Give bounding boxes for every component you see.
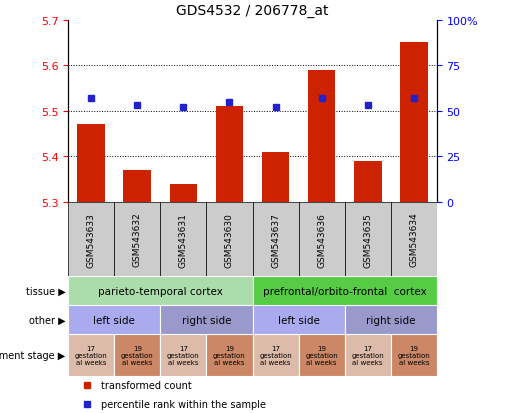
Text: prefrontal/orbito-frontal  cortex: prefrontal/orbito-frontal cortex [263, 286, 427, 296]
Text: 17
gestation
al weeks: 17 gestation al weeks [259, 345, 292, 365]
FancyBboxPatch shape [298, 335, 344, 376]
FancyBboxPatch shape [344, 306, 437, 335]
Bar [77, 125, 105, 202]
Bar [170, 184, 197, 202]
Bar [124, 171, 151, 202]
FancyBboxPatch shape [391, 202, 437, 277]
Bar [216, 107, 243, 202]
Bar [308, 71, 335, 202]
FancyBboxPatch shape [207, 335, 252, 376]
FancyBboxPatch shape [252, 306, 344, 335]
Text: GSM543632: GSM543632 [133, 212, 142, 267]
Text: 19
gestation
al weeks: 19 gestation al weeks [397, 345, 430, 365]
FancyBboxPatch shape [252, 277, 437, 306]
Text: 17
gestation
al weeks: 17 gestation al weeks [167, 345, 200, 365]
FancyBboxPatch shape [344, 335, 391, 376]
Text: 19
gestation
al weeks: 19 gestation al weeks [121, 345, 154, 365]
Text: GSM543636: GSM543636 [317, 212, 326, 267]
Text: left side: left side [278, 315, 320, 325]
FancyBboxPatch shape [68, 306, 161, 335]
FancyBboxPatch shape [345, 202, 391, 277]
FancyBboxPatch shape [114, 202, 161, 277]
Bar [262, 152, 289, 202]
Text: right side: right side [366, 315, 416, 325]
FancyBboxPatch shape [68, 202, 114, 277]
FancyBboxPatch shape [391, 335, 437, 376]
FancyBboxPatch shape [68, 277, 252, 306]
Text: 19
gestation
al weeks: 19 gestation al weeks [213, 345, 246, 365]
Bar [400, 43, 428, 202]
Text: percentile rank within the sample: percentile rank within the sample [102, 399, 266, 409]
FancyBboxPatch shape [207, 202, 252, 277]
FancyBboxPatch shape [252, 202, 298, 277]
FancyBboxPatch shape [68, 335, 114, 376]
FancyBboxPatch shape [298, 202, 345, 277]
Text: GSM543633: GSM543633 [87, 212, 96, 267]
Text: left side: left side [93, 315, 135, 325]
Text: parieto-temporal cortex: parieto-temporal cortex [98, 286, 223, 296]
FancyBboxPatch shape [252, 335, 298, 376]
FancyBboxPatch shape [161, 335, 207, 376]
FancyBboxPatch shape [161, 202, 207, 277]
Text: right side: right side [182, 315, 231, 325]
Text: GSM543630: GSM543630 [225, 212, 234, 267]
Text: 17
gestation
al weeks: 17 gestation al weeks [351, 345, 384, 365]
Text: GSM543631: GSM543631 [179, 212, 188, 267]
Text: GSM543634: GSM543634 [409, 212, 418, 267]
FancyBboxPatch shape [114, 335, 161, 376]
Text: GSM543635: GSM543635 [363, 212, 372, 267]
Text: transformed count: transformed count [102, 380, 192, 390]
Text: tissue ▶: tissue ▶ [26, 286, 66, 296]
Text: other ▶: other ▶ [29, 315, 66, 325]
Text: GSM543637: GSM543637 [271, 212, 280, 267]
Text: development stage ▶: development stage ▶ [0, 350, 66, 360]
Text: 19
gestation
al weeks: 19 gestation al weeks [305, 345, 338, 365]
Title: GDS4532 / 206778_at: GDS4532 / 206778_at [176, 4, 329, 18]
Text: 17
gestation
al weeks: 17 gestation al weeks [75, 345, 108, 365]
FancyBboxPatch shape [161, 306, 252, 335]
Bar [354, 161, 382, 202]
